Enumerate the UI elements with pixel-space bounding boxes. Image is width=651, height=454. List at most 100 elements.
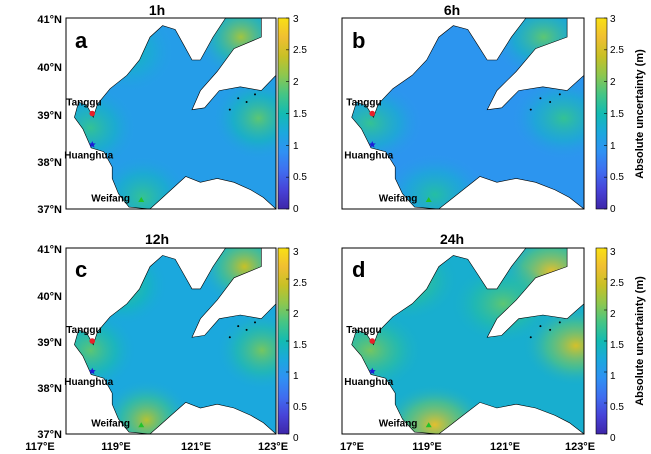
island-mark [558, 321, 561, 324]
coastline [74, 247, 277, 435]
colorbar-ticks: 0 0.5 1 1.5 2 2.5 3 [610, 14, 624, 215]
field-hotspot [75, 248, 169, 327]
station-marker-weifang [138, 196, 145, 202]
panel-a: 1h Tanggu Huanghua Weifang a 41°N 40°N 39°… [37, 2, 307, 216]
station-label: Huanghua [344, 377, 393, 388]
y-axis-ticks: 41°N 40°N 39°N 38°N 37°N [37, 14, 62, 216]
y-tick-label: 39°N [37, 110, 62, 122]
colorbar-tick-label: 2 [293, 77, 299, 88]
island-mark [245, 101, 248, 104]
field-hotspot [351, 309, 424, 392]
field-hotspot [351, 81, 424, 166]
colorbar-tick-label: 0.5 [293, 172, 307, 183]
colorbar-tick-label: 3 [610, 14, 616, 25]
colorbar-tick-label: 2 [293, 309, 299, 320]
station-marker-huanghua [368, 367, 376, 375]
x-tick-label: 119°E [101, 441, 130, 453]
station-marker-weifang [425, 196, 432, 202]
colorbar-tick-label: 1.5 [610, 109, 624, 120]
y-tick-label: 41°N [37, 14, 62, 26]
station-label: Tanggu [346, 325, 381, 336]
x-tick-label: 121°E [181, 441, 211, 453]
colorbar-tick-label: 0.5 [610, 402, 624, 413]
colorbar-tick-label: 0 [293, 433, 299, 444]
colorbar-tick-label: 2.5 [293, 278, 307, 289]
colorbar-tick-label: 1 [293, 141, 299, 152]
station-label: Weifang [379, 193, 418, 204]
island-mark [529, 108, 532, 111]
colorbar-tick-label: 3 [293, 14, 299, 25]
island-mark [529, 336, 532, 339]
island-mark [549, 328, 552, 331]
y-tick-label: 40°N [37, 62, 62, 74]
y-tick-label: 41°N [37, 244, 62, 256]
island-mark [237, 97, 240, 100]
field-hotspot [82, 18, 176, 94]
island-mark [245, 328, 248, 331]
x-tick-label: 123°E [565, 441, 595, 453]
x-tick-label: 119°E [412, 441, 441, 453]
x-tick-label: 17°E [340, 441, 364, 453]
field-hotspot [212, 76, 277, 161]
station-label: Tanggu [346, 98, 381, 109]
y-tick-label: 39°N [37, 337, 62, 349]
panel-b: 6h Tanggu Huanghua Weifang b 0 0.5 1 1.5 2… [341, 2, 646, 215]
colorbar-tick-label: 2 [610, 309, 616, 320]
colorbar-label: Absolute uncertainty (m) [634, 49, 646, 179]
colorbar [595, 247, 608, 435]
island-mark [539, 97, 542, 100]
colorbar-tick-label: 2.5 [293, 45, 307, 56]
station-label: Tanggu [66, 98, 101, 109]
panel-title: 12h [145, 231, 169, 247]
axes-frame [341, 17, 585, 210]
colorbar-tick-label: 0 [610, 204, 616, 215]
field-hotspot [215, 309, 277, 392]
panel-d: 24h Tanggu Huanghua Weifang d 17°E 119°E 1… [340, 231, 646, 453]
panel-title: 1h [149, 2, 165, 18]
field-hotspot [450, 262, 557, 345]
axes-frame [341, 247, 585, 435]
island-mark [228, 336, 231, 339]
colorbar-tick-label: 2 [610, 77, 616, 88]
colorbar-ticks: 0 0.5 1 1.5 2 2.5 3 [293, 247, 307, 444]
station-marker-tanggu [89, 338, 96, 344]
island-mark [237, 325, 240, 328]
colorbar-tick-label: 1 [293, 371, 299, 382]
colorbar [595, 17, 608, 210]
station-marker-huanghua [88, 367, 96, 375]
station-marker-tanggu [89, 110, 96, 117]
colorbar-label: Absolute uncertainty (m) [634, 276, 646, 406]
y-tick-label: 37°N [37, 429, 62, 441]
y-tick-label: 40°N [37, 291, 62, 303]
station-label: Weifang [91, 419, 130, 430]
panel-label: a [75, 28, 88, 53]
station-marker-huanghua [88, 141, 96, 148]
station-marker-tanggu [369, 338, 376, 344]
x-axis-ticks: 17°E 119°E 121°E 123°E [340, 441, 595, 453]
field-hotspot [353, 248, 460, 322]
panel-c: 12h Tanggu Huanghua Weifang c 41°N 40°N 39… [25, 231, 307, 453]
field-hotspot [96, 155, 190, 209]
x-axis-ticks: 117°E 119°E 121°E 123°E [25, 441, 288, 453]
axes-frame [65, 247, 277, 435]
colorbar-tick-label: 2.5 [610, 278, 624, 289]
colorbar-tick-label: 1.5 [293, 109, 307, 120]
colorbar [277, 17, 290, 210]
field-hotspot [522, 304, 584, 387]
field-hotspot [510, 76, 584, 161]
panel-title: 24h [440, 231, 464, 247]
panel-label: c [75, 257, 87, 282]
panel-label: b [352, 28, 365, 53]
station-label: Huanghua [64, 377, 113, 388]
field-hotspot [74, 309, 137, 392]
station-label: Weifang [91, 193, 130, 204]
colorbar-tick-label: 0 [610, 433, 616, 444]
y-axis-ticks: 41°N 40°N 39°N 38°N 37°N [37, 244, 62, 441]
colorbar-tick-label: 1.5 [610, 340, 624, 351]
colorbar [277, 247, 290, 435]
colorbar-tick-label: 3 [293, 247, 299, 258]
field-hotspot [74, 85, 137, 170]
y-tick-label: 38°N [37, 157, 62, 169]
island-mark [539, 325, 542, 328]
colorbar-tick-label: 0 [293, 204, 299, 215]
